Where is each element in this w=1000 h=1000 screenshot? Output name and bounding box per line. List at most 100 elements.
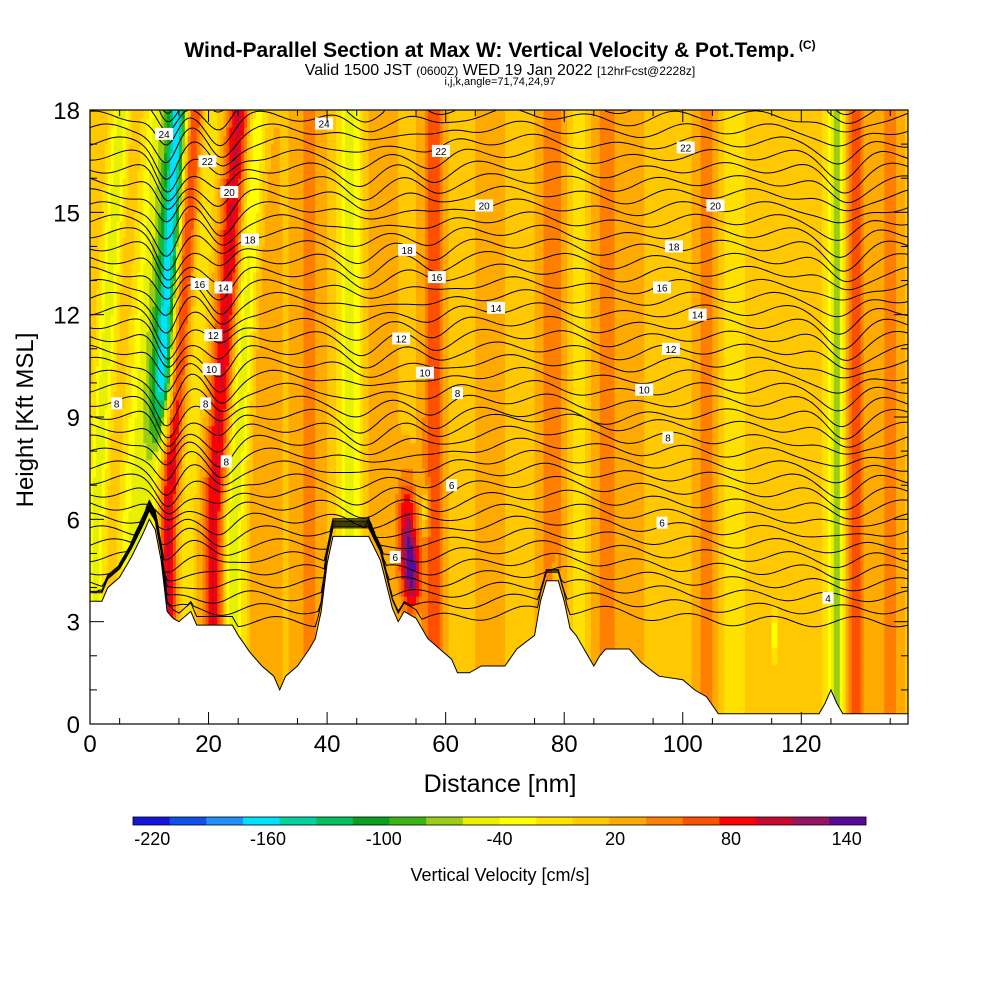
heatmap-cell xyxy=(172,272,177,282)
heatmap-cell xyxy=(104,263,109,273)
heatmap-cell xyxy=(170,110,174,120)
heatmap-cell xyxy=(167,374,171,384)
heatmap-cell xyxy=(143,374,147,384)
heatmap-cell xyxy=(119,229,124,239)
heatmap-cell xyxy=(161,434,165,444)
heatmap-cell xyxy=(107,561,112,572)
heatmap-cell xyxy=(122,434,127,444)
heatmap-cell xyxy=(167,331,171,341)
heatmap-cell xyxy=(152,237,156,248)
heatmap-cell xyxy=(95,127,100,137)
heatmap-cell xyxy=(116,527,121,537)
heatmap-cell xyxy=(167,306,171,316)
heatmap-cell xyxy=(125,348,130,358)
heatmap-cell xyxy=(119,331,124,341)
heatmap-cell xyxy=(92,434,97,444)
heatmap-cell xyxy=(128,110,133,120)
heatmap-cell xyxy=(146,297,150,307)
heatmap-cell xyxy=(113,246,118,256)
heatmap-cell xyxy=(119,203,124,213)
heatmap-cell xyxy=(137,476,141,486)
heatmap-cell xyxy=(149,212,153,222)
heatmap-cell xyxy=(149,297,153,307)
heatmap-cell xyxy=(104,127,109,137)
heatmap-cell xyxy=(164,561,168,572)
heatmap-cell xyxy=(125,178,130,188)
heatmap-cell xyxy=(140,348,144,358)
heatmap-cell xyxy=(158,425,162,435)
heatmap-cell xyxy=(155,212,159,222)
heatmap-cell xyxy=(92,365,97,375)
heatmap-cell xyxy=(110,408,115,418)
heatmap-cell xyxy=(152,502,156,512)
heatmap-cell xyxy=(95,272,100,282)
heatmap-cell xyxy=(167,536,171,546)
heatmap-cell xyxy=(95,519,100,529)
heatmap-cell xyxy=(170,408,174,418)
heatmap-cell xyxy=(155,237,159,248)
heatmap-cell xyxy=(101,374,106,384)
heatmap-cell xyxy=(119,186,124,196)
heatmap-cell xyxy=(90,178,94,188)
heatmap-cell xyxy=(116,340,121,350)
heatmap-cell xyxy=(95,186,100,196)
heatmap-cell xyxy=(90,348,94,358)
heatmap-cell xyxy=(95,365,100,375)
heatmap-cell xyxy=(155,110,159,120)
heatmap-cell xyxy=(172,502,177,512)
heatmap-cell xyxy=(146,357,150,367)
heatmap-cell xyxy=(107,536,112,546)
heatmap-cell xyxy=(134,237,139,248)
heatmap-cell xyxy=(140,408,144,418)
heatmap-cell xyxy=(95,536,100,546)
heatmap-cell xyxy=(158,417,162,427)
heatmap-cell xyxy=(92,237,97,248)
heatmap-cell xyxy=(152,476,156,486)
heatmap-cell xyxy=(113,442,118,452)
heatmap-cell xyxy=(104,220,109,230)
heatmap-cell xyxy=(92,246,97,256)
heatmap-cell xyxy=(125,280,130,290)
heatmap-cell xyxy=(101,169,106,179)
heatmap-cell xyxy=(134,203,139,213)
heatmap-cell xyxy=(164,442,168,452)
heatmap-cell xyxy=(92,314,97,324)
heatmap-cell xyxy=(125,229,130,239)
heatmap-cell xyxy=(122,382,127,393)
heatmap-cell xyxy=(101,229,106,239)
heatmap-cell xyxy=(146,229,150,239)
heatmap-cell xyxy=(149,357,153,367)
heatmap-cell xyxy=(101,254,106,265)
heatmap-cell xyxy=(149,417,153,427)
heatmap-cell xyxy=(152,348,156,358)
heatmap-cell xyxy=(113,314,118,324)
heatmap-cell xyxy=(116,289,121,299)
heatmap-cell xyxy=(167,468,171,478)
heatmap-cell xyxy=(122,237,127,248)
heatmap-cell xyxy=(164,340,168,350)
heatmap-cell xyxy=(110,476,115,486)
heatmap-cell xyxy=(110,425,115,435)
heatmap-cell xyxy=(116,118,121,128)
heatmap-cell xyxy=(158,118,162,128)
heatmap-cell xyxy=(134,408,139,418)
heatmap-cell xyxy=(161,519,165,529)
heatmap-cell xyxy=(155,135,159,145)
heatmap-cell xyxy=(137,195,141,205)
heatmap-cell xyxy=(164,306,168,316)
heatmap-cell xyxy=(107,203,112,213)
heatmap-cell xyxy=(125,340,130,350)
heatmap-cell xyxy=(161,544,165,555)
heatmap-cell xyxy=(164,237,168,248)
heatmap-cell xyxy=(134,502,139,512)
heatmap-cell xyxy=(167,340,171,350)
heatmap-cell xyxy=(101,451,106,461)
heatmap-cell xyxy=(164,408,168,418)
heatmap-cell xyxy=(90,536,94,546)
heatmap-cell xyxy=(92,544,97,555)
heatmap-cell xyxy=(90,570,94,580)
heatmap-cell xyxy=(128,391,133,401)
heatmap-cell xyxy=(172,391,177,401)
heatmap-cell xyxy=(110,382,115,393)
heatmap-cell xyxy=(95,485,100,495)
